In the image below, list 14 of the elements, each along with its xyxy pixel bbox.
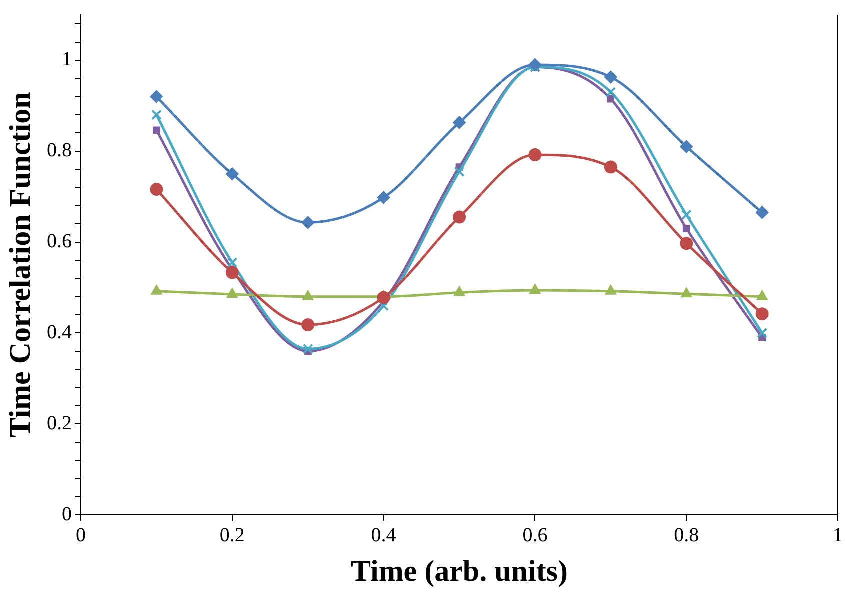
x-tick-label: 0.4 bbox=[371, 524, 396, 546]
x-tick-label: 0.8 bbox=[674, 524, 700, 546]
y-tick-label: 0.6 bbox=[47, 230, 72, 253]
x-tick-label: 1 bbox=[833, 524, 843, 546]
y-tick-label: 0.2 bbox=[47, 412, 72, 434]
y-axis-title: Time Correlation Function bbox=[4, 92, 37, 438]
x-axis-title: Time (arb. units) bbox=[351, 554, 568, 588]
x-tick-label: 0.6 bbox=[522, 524, 548, 546]
y-tick-label: 0 bbox=[62, 503, 72, 526]
x-tick-label: 0.2 bbox=[220, 524, 245, 546]
y-tick-label: 1 bbox=[62, 48, 72, 71]
x-tick-label: 0 bbox=[76, 524, 86, 546]
y-tick-label: 0.8 bbox=[47, 140, 72, 162]
y-tick-label: 0.4 bbox=[47, 321, 72, 344]
